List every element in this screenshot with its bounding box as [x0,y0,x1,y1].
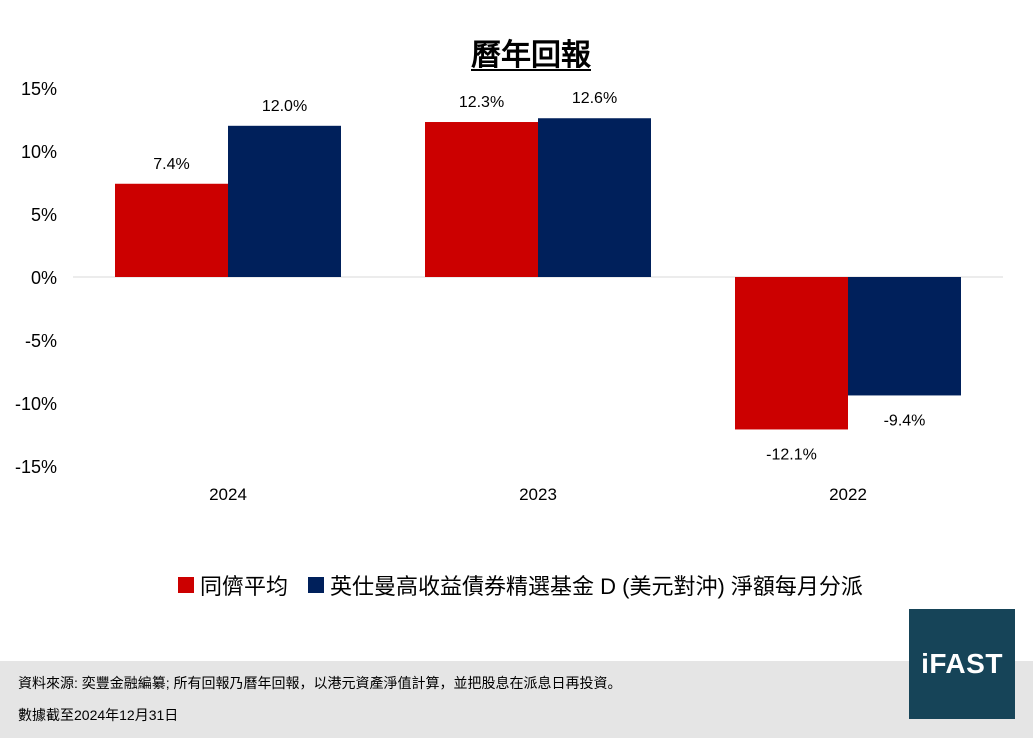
bar-2023-series-0 [425,122,538,278]
legend-item-peer-average: 同儕平均 [178,569,288,601]
bar-2023-series-1 [538,118,651,278]
bar-2024-series-0 [115,183,228,277]
chart-title: 曆年回報 [471,39,591,72]
y-tick-label: 10% [21,142,57,162]
footer-date-note: 數據截至2024年12月31日 [18,707,179,723]
y-tick-label: 5% [31,205,57,225]
legend-swatch-fund [308,577,325,593]
ifast-logo: iFAST [909,609,1015,719]
y-tick-label: -5% [25,331,57,351]
y-tick-label: -15% [15,457,57,477]
y-tick-label: 15% [21,79,57,99]
legend-item-fund: 英仕曼高收益債券精選基金 D (美元對沖) 淨額每月分派 [308,569,863,601]
footer: 資料來源: 奕豐金融編纂; 所有回報乃曆年回報，以港元資產淨值計算，並把股息在派… [0,661,1033,738]
y-tick-label: 0% [31,268,57,288]
bars [115,118,961,430]
legend-label-fund: 英仕曼高收益債券精選基金 D (美元對沖) 淨額每月分派 [330,574,863,599]
x-axis-ticks: 2024 2023 2022 [209,485,867,504]
bar-2022-series-0 [735,277,848,430]
bar-2022-series-1 [848,277,961,396]
legend: 同儕平均 英仕曼高收益債券精選基金 D (美元對沖) 淨額每月分派 [178,569,883,601]
footer-source-note: 資料來源: 奕豐金融編纂; 所有回報乃曆年回報，以港元資產淨值計算，並把股息在派… [18,675,622,691]
x-tick-label: 2024 [209,485,247,504]
bar-value-label: 12.3% [459,94,504,111]
y-axis-ticks: 15% 10% 5% 0% -5% -10% -15% [15,79,57,477]
bar-chart: 15% 10% 5% 0% -5% -10% -15% 7.4% 12.0% 12.3% 12.6… [15,79,1003,504]
x-tick-label: 2022 [829,485,867,504]
bar-value-label: -12.1% [766,446,817,463]
bar-2024-series-1 [228,125,341,277]
bar-value-label: -9.4% [884,412,926,429]
x-tick-label: 2023 [519,485,557,504]
bar-value-label: 7.4% [153,156,189,173]
legend-label-peer-average: 同儕平均 [200,574,289,599]
bar-labels: 7.4% 12.0% 12.3% 12.6% -12.1% -9.4% [153,90,925,463]
bar-value-label: 12.0% [262,98,307,115]
y-tick-label: -10% [15,394,57,414]
bar-value-label: 12.6% [572,90,617,107]
legend-swatch-peer-average [178,577,194,593]
